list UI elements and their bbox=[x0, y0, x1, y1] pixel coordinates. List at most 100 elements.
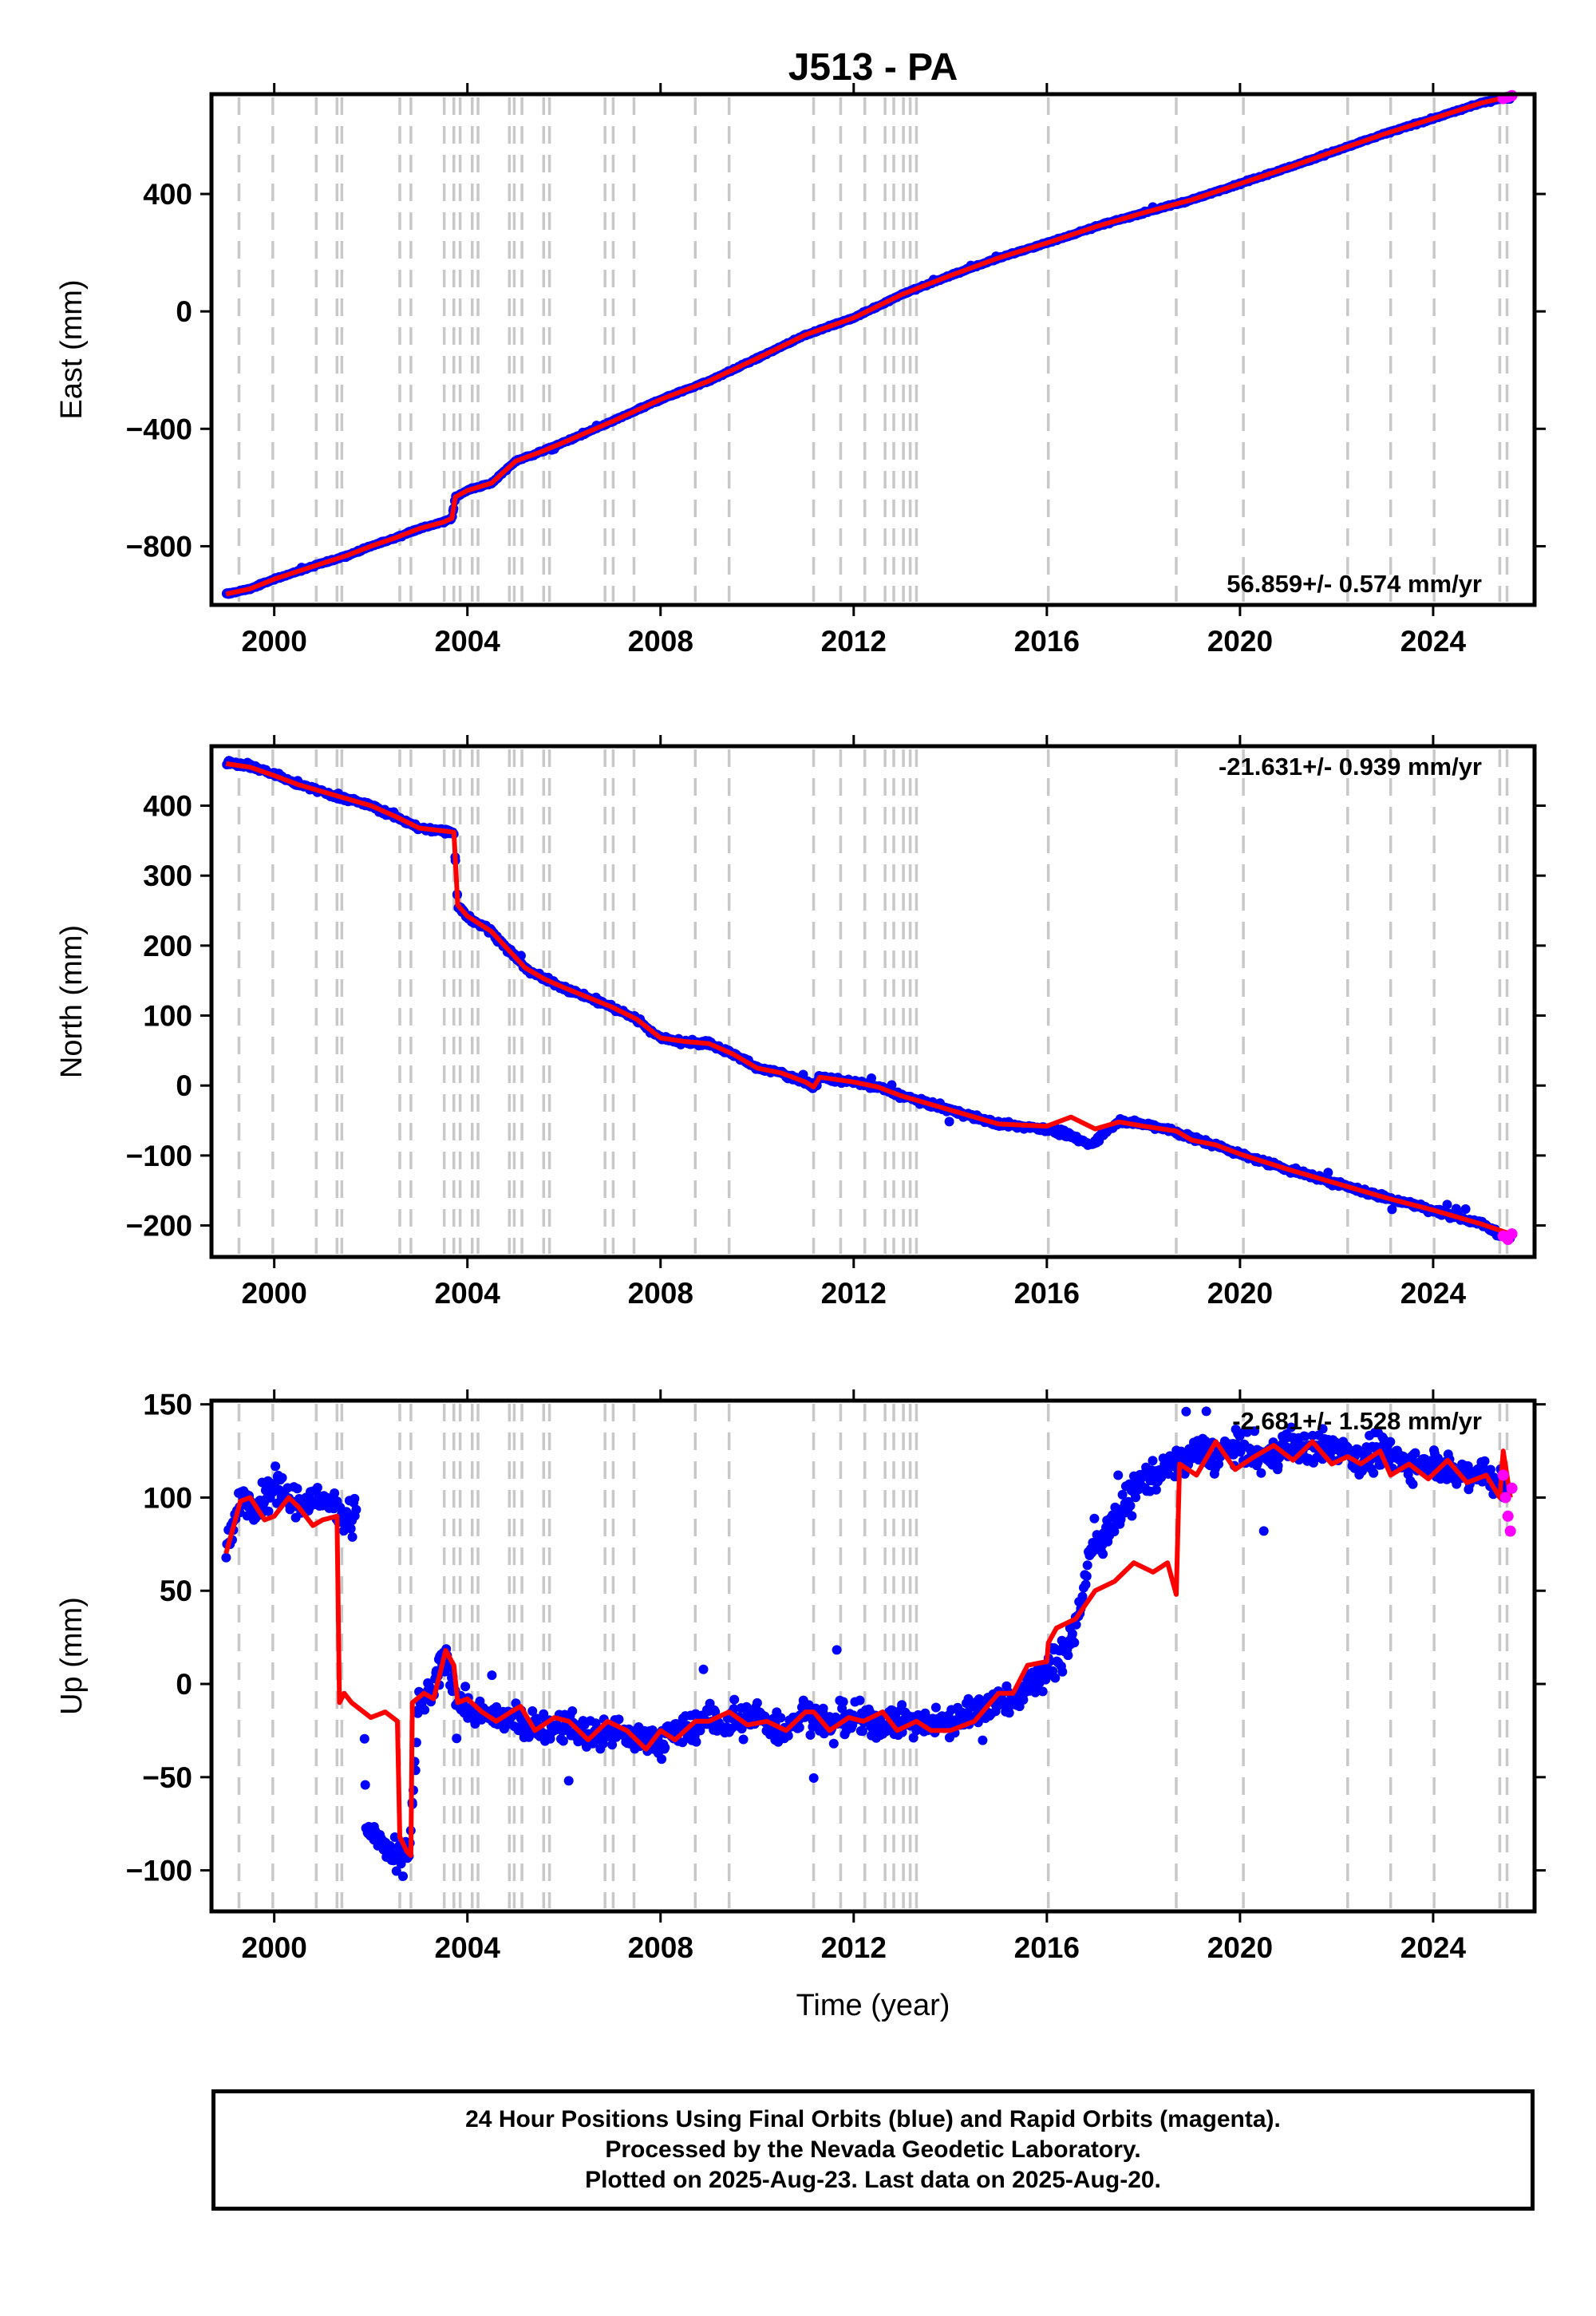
north-xtick-label: 2024 bbox=[1400, 1277, 1467, 1310]
up-ytick-label: 50 bbox=[160, 1575, 192, 1607]
east-ylabel: East (mm) bbox=[55, 279, 89, 419]
north-point bbox=[1323, 1168, 1333, 1178]
up-point bbox=[930, 1702, 941, 1713]
up-point bbox=[1063, 1650, 1073, 1661]
north-ytick-label: 300 bbox=[143, 860, 192, 892]
up-point bbox=[1131, 1492, 1141, 1503]
up-xtick-label: 2024 bbox=[1400, 1931, 1467, 1964]
north-xtick-label: 2008 bbox=[628, 1277, 693, 1310]
up-point bbox=[263, 1506, 274, 1516]
up-rapid-point bbox=[1499, 1492, 1511, 1504]
caption-box: 24 Hour Positions Using Final Orbits (bl… bbox=[211, 2089, 1535, 2211]
up-point bbox=[1098, 1549, 1108, 1559]
up-point bbox=[729, 1694, 740, 1705]
up-ticks: 2000 2004 2008 2012 2016 2020 2024 150 100 50 0 −50… bbox=[126, 1389, 1546, 1964]
east-model bbox=[225, 93, 1511, 597]
north-panel: 2000 2004 2008 2012 2016 2020 2024 400 300 200 100… bbox=[55, 735, 1546, 1310]
up-point bbox=[808, 1773, 819, 1783]
up-point bbox=[738, 1734, 749, 1745]
north-ytick-label: 200 bbox=[143, 930, 192, 962]
up-point bbox=[614, 1714, 624, 1725]
up-point bbox=[660, 1742, 670, 1753]
north-ticks: 2000 2004 2008 2012 2016 2020 2024 400 300 200 100… bbox=[126, 735, 1546, 1310]
up-point bbox=[1214, 1459, 1224, 1469]
up-point bbox=[342, 1508, 353, 1519]
up-point bbox=[221, 1552, 231, 1563]
up-point bbox=[1069, 1638, 1080, 1648]
up-point bbox=[1081, 1571, 1092, 1581]
east-xtick-label: 2016 bbox=[1014, 625, 1080, 658]
up-point bbox=[391, 1866, 401, 1876]
east-rate: 56.859+/- 0.574 mm/yr bbox=[1227, 570, 1482, 598]
up-point bbox=[396, 1859, 406, 1869]
north-rapid-point bbox=[1506, 1228, 1518, 1240]
up-point bbox=[452, 1733, 462, 1744]
east-ytick-label: 400 bbox=[143, 178, 192, 211]
up-point bbox=[385, 1842, 396, 1852]
up-point bbox=[855, 1695, 865, 1705]
caption-line-2: Processed by the Nevada Geodetic Laborat… bbox=[605, 2136, 1141, 2163]
north-rate: -21.631+/- 0.939 mm/yr bbox=[1219, 753, 1482, 781]
east-model-line bbox=[225, 93, 1511, 597]
east-ytick-label: −800 bbox=[126, 530, 192, 563]
up-point bbox=[1486, 1464, 1495, 1475]
up-point bbox=[1250, 1426, 1260, 1437]
up-point bbox=[1181, 1406, 1191, 1417]
north-rapid-points bbox=[1497, 1228, 1518, 1246]
up-ytick-label: 150 bbox=[143, 1389, 192, 1421]
up-point bbox=[346, 1524, 356, 1534]
up-point bbox=[1151, 1484, 1161, 1495]
north-xtick-label: 2004 bbox=[435, 1277, 501, 1310]
north-point bbox=[1387, 1204, 1397, 1215]
north-xtick-label: 2000 bbox=[242, 1277, 307, 1310]
up-point bbox=[978, 1735, 988, 1745]
up-point bbox=[818, 1703, 828, 1713]
up-point bbox=[832, 1645, 842, 1655]
east-xtick-label: 2000 bbox=[242, 625, 307, 658]
up-point bbox=[1117, 1489, 1128, 1500]
up-point bbox=[897, 1700, 907, 1710]
up-point bbox=[1369, 1468, 1379, 1478]
up-ylabel: Up (mm) bbox=[55, 1597, 89, 1715]
north-xtick-label: 2020 bbox=[1207, 1277, 1273, 1310]
up-point bbox=[1408, 1479, 1418, 1489]
up-rapid-point bbox=[1504, 1525, 1516, 1537]
up-point bbox=[828, 1738, 839, 1749]
north-ytick-label: −200 bbox=[126, 1210, 192, 1243]
up-point bbox=[607, 1740, 618, 1750]
north-ylabel: North (mm) bbox=[55, 925, 89, 1078]
up-ytick-label: −50 bbox=[142, 1761, 192, 1794]
north-xtick-label: 2012 bbox=[821, 1277, 887, 1310]
up-point bbox=[598, 1738, 608, 1749]
up-point bbox=[691, 1737, 701, 1747]
up-xtick-label: 2000 bbox=[242, 1931, 307, 1964]
up-point bbox=[776, 1713, 786, 1723]
up-xtick-label: 2012 bbox=[821, 1931, 887, 1964]
north-point bbox=[944, 1117, 954, 1127]
up-point bbox=[1037, 1686, 1048, 1697]
up-point bbox=[420, 1705, 430, 1715]
up-point bbox=[1317, 1424, 1328, 1434]
east-xtick-label: 2012 bbox=[821, 625, 887, 658]
north-ytick-label: −100 bbox=[126, 1140, 192, 1172]
up-point bbox=[1113, 1470, 1124, 1480]
north-point bbox=[1442, 1199, 1452, 1210]
up-point bbox=[752, 1697, 762, 1708]
up-ytick-label: −100 bbox=[126, 1855, 192, 1887]
north-xtick-label: 2016 bbox=[1014, 1277, 1080, 1310]
east-panel: 2000 2004 2008 2012 2016 2020 2024 400 0 −400 −800… bbox=[55, 83, 1546, 658]
up-point bbox=[783, 1730, 793, 1741]
east-xtick-label: 2024 bbox=[1400, 625, 1467, 658]
up-panel: 2000 2004 2008 2012 2016 2020 2024 150 100 50 0 −50… bbox=[55, 1389, 1546, 2022]
up-point bbox=[350, 1493, 360, 1504]
east-xtick-label: 2008 bbox=[628, 625, 693, 658]
up-point bbox=[1357, 1466, 1367, 1476]
up-point bbox=[1258, 1526, 1269, 1536]
up-point bbox=[1125, 1500, 1136, 1511]
up-point bbox=[271, 1461, 281, 1472]
up-point bbox=[1127, 1511, 1137, 1521]
up-point bbox=[1077, 1591, 1088, 1602]
up-xtick-label: 2008 bbox=[628, 1931, 693, 1964]
up-point bbox=[1286, 1422, 1296, 1433]
up-point bbox=[1004, 1708, 1014, 1718]
